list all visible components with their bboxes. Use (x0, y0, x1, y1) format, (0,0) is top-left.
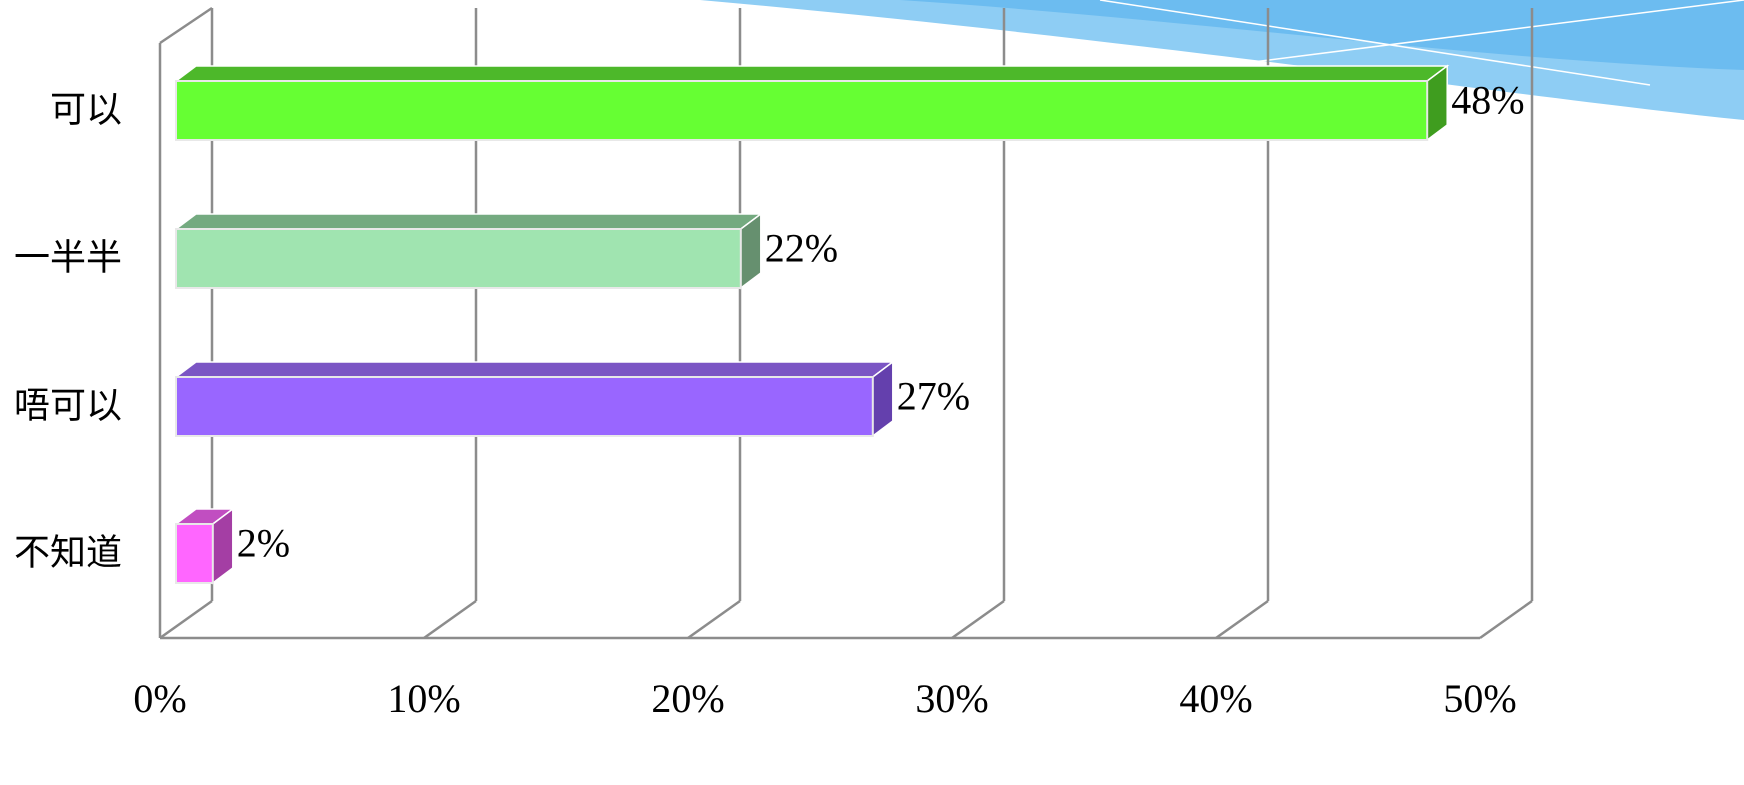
bar-top-face (173, 65, 1450, 82)
gridline-floor (1215, 599, 1269, 640)
category-label: 不知道 (14, 533, 122, 574)
x-tick-label: 30% (915, 676, 988, 721)
data-label: 48% (1451, 78, 1524, 123)
chart-bars (173, 64, 1450, 585)
bar-front-face (175, 228, 742, 289)
bar-front-face (175, 376, 874, 437)
bar (173, 212, 764, 290)
chart-labels: 0% 10% 20% 30% 40% 50% 可以 48% 一半半 22% 唔可以 27% 不知道 2% (14, 78, 1525, 722)
axis-side-wall-top (159, 6, 213, 45)
bar-front-face (175, 523, 214, 584)
gridline-floor (159, 599, 213, 640)
data-label: 2% (237, 521, 290, 566)
bar-front-face (175, 80, 1429, 141)
gridline-floor (687, 599, 741, 640)
x-tick-label: 20% (651, 676, 724, 721)
category-label: 可以 (50, 90, 122, 131)
gridline-floor (1479, 599, 1533, 640)
data-label: 27% (897, 374, 970, 419)
x-tick-label: 0% (133, 676, 186, 721)
bar (173, 64, 1450, 142)
bar (173, 360, 896, 438)
bar-top-face (173, 213, 764, 230)
x-tick-label: 40% (1179, 676, 1252, 721)
data-label: 22% (765, 226, 838, 271)
gridline-floor (951, 599, 1005, 640)
bar (173, 507, 236, 585)
x-tick-label: 10% (387, 676, 460, 721)
x-tick-label: 50% (1443, 676, 1516, 721)
category-label: 唔可以 (14, 386, 122, 427)
bar-top-face (173, 361, 896, 378)
category-label: 一半半 (14, 238, 122, 279)
gridline-floor (423, 599, 477, 640)
